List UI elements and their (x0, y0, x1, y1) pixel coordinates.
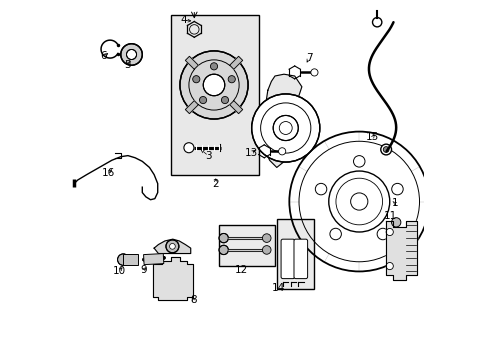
Circle shape (278, 148, 285, 155)
Polygon shape (185, 56, 198, 69)
Circle shape (126, 49, 136, 59)
Polygon shape (386, 221, 416, 280)
Polygon shape (229, 101, 242, 114)
Polygon shape (262, 74, 301, 167)
Circle shape (383, 147, 388, 152)
Text: 14: 14 (271, 283, 284, 293)
Circle shape (262, 234, 270, 242)
Circle shape (192, 76, 200, 83)
Text: 12: 12 (235, 265, 248, 275)
Text: 15: 15 (366, 132, 379, 142)
Circle shape (386, 262, 392, 270)
Polygon shape (229, 56, 242, 69)
Text: 1: 1 (391, 198, 398, 208)
Circle shape (199, 96, 206, 104)
Text: 9: 9 (140, 265, 146, 275)
FancyBboxPatch shape (281, 239, 294, 279)
Text: 3: 3 (205, 151, 211, 161)
Circle shape (386, 228, 392, 235)
Circle shape (391, 218, 400, 227)
Bar (123, 254, 137, 265)
Circle shape (121, 44, 142, 65)
Circle shape (391, 183, 403, 195)
Circle shape (117, 254, 129, 265)
Circle shape (372, 18, 381, 27)
Circle shape (315, 183, 326, 195)
Bar (276, 220, 314, 289)
Circle shape (180, 51, 247, 119)
Circle shape (350, 193, 367, 210)
Bar (159, 282, 172, 291)
Circle shape (353, 156, 364, 167)
Text: 2: 2 (212, 179, 219, 189)
FancyBboxPatch shape (293, 239, 307, 279)
Circle shape (165, 240, 179, 253)
Bar (219, 225, 274, 266)
Polygon shape (153, 257, 192, 300)
Circle shape (380, 144, 391, 155)
Text: 5: 5 (124, 60, 131, 70)
Text: 7: 7 (305, 53, 312, 63)
Text: 13: 13 (244, 148, 257, 158)
Text: 4: 4 (180, 15, 186, 26)
Circle shape (273, 116, 298, 140)
Polygon shape (154, 239, 190, 253)
Bar (174, 282, 187, 291)
Text: 10: 10 (112, 266, 125, 276)
Circle shape (329, 228, 341, 240)
Bar (143, 253, 163, 265)
Circle shape (219, 233, 228, 243)
Text: 11: 11 (384, 211, 397, 221)
Circle shape (251, 94, 319, 162)
Circle shape (228, 76, 235, 83)
Circle shape (262, 246, 270, 254)
Bar (171, 15, 258, 175)
Text: 8: 8 (189, 295, 196, 305)
Circle shape (183, 143, 194, 153)
Text: 16: 16 (102, 168, 115, 178)
Circle shape (210, 63, 217, 70)
Circle shape (219, 245, 228, 255)
Text: 6: 6 (100, 51, 107, 61)
Bar (158, 295, 183, 299)
Circle shape (203, 74, 224, 96)
Circle shape (310, 69, 317, 76)
Circle shape (221, 96, 228, 104)
Polygon shape (185, 101, 198, 114)
Circle shape (376, 228, 388, 240)
Circle shape (169, 243, 175, 249)
